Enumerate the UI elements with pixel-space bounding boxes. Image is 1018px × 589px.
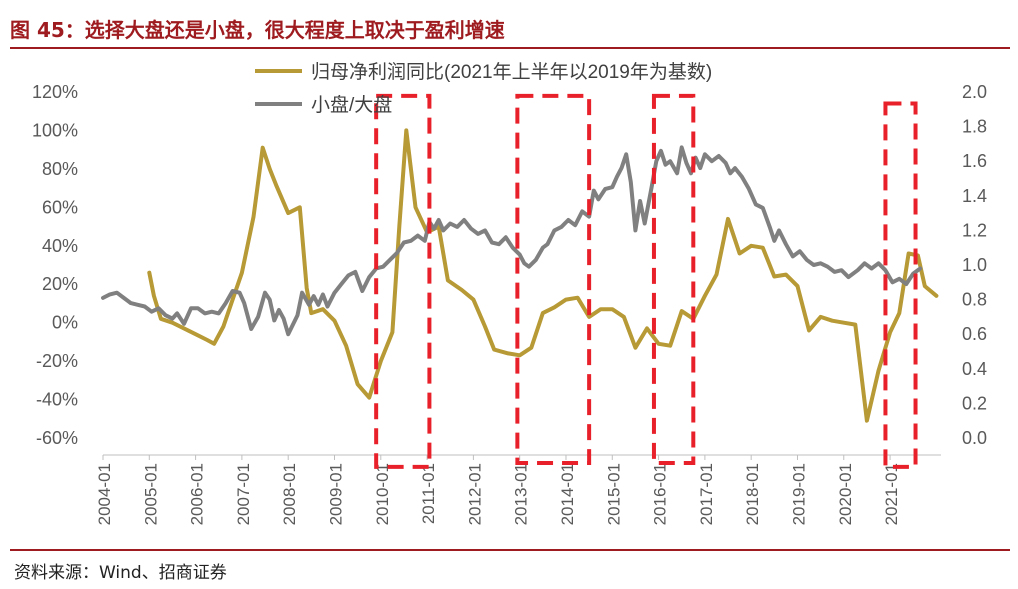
x-tick-label: 2013-01	[512, 463, 531, 525]
x-tick-label: 2016-01	[651, 463, 670, 525]
y-right-tick-label: 0.4	[962, 359, 987, 379]
y-left-tick-label: 120%	[32, 82, 78, 102]
x-tick-label: 2015-01	[604, 463, 623, 525]
figure-title: 图 45：选择大盘还是小盘，很大程度上取决于盈利增速	[10, 18, 505, 42]
x-tick-label: 2020-01	[836, 463, 855, 525]
y-right-tick-label: 1.2	[962, 220, 987, 240]
bottom-rule	[10, 549, 1010, 551]
x-tick-label: 2006-01	[188, 463, 207, 525]
y-right-tick-label: 2.0	[962, 82, 987, 102]
legend-label: 归母净利润同比(2021年上半年以2019年为基数)	[311, 61, 712, 83]
y-right-tick-label: 0.6	[962, 324, 987, 344]
x-tick-label: 2021-01	[882, 463, 901, 525]
highlight-box	[883, 101, 918, 469]
y-left-tick-label: 40%	[42, 236, 78, 256]
y-left-tick-label: 80%	[42, 159, 78, 179]
y-right-tick-label: 1.6	[962, 151, 987, 171]
x-tick-label: 2010-01	[373, 463, 392, 525]
y-left-tick-label: 60%	[42, 197, 78, 217]
y-right-tick-label: 1.8	[962, 117, 987, 137]
y-left-tick-label: -40%	[36, 390, 78, 410]
y-right-tick-label: 0.2	[962, 393, 987, 413]
highlight-box	[374, 93, 432, 469]
y-left-tick-label: 20%	[42, 274, 78, 294]
x-tick-label: 2011-01	[419, 463, 438, 524]
highlight-box	[515, 93, 592, 465]
source-note: 资料来源：Wind、招商证券	[14, 563, 227, 583]
x-tick-label: 2017-01	[697, 463, 716, 525]
title-rule	[10, 47, 1010, 49]
x-tick-label: 2009-01	[326, 463, 345, 525]
y-right-tick-label: 0.0	[962, 428, 987, 448]
y-left-tick-label: 100%	[32, 120, 78, 140]
x-tick-label: 2008-01	[280, 463, 299, 525]
x-tick-label: 2012-01	[465, 463, 484, 525]
small-large-ratio-line	[101, 145, 923, 337]
x-tick-label: 2007-01	[234, 463, 253, 525]
highlight-box	[651, 93, 696, 465]
x-tick-label: 2018-01	[743, 463, 762, 525]
y-right-tick-label: 0.8	[962, 290, 987, 310]
y-left-tick-label: -20%	[36, 351, 78, 371]
legend-label: 小盘/大盘	[311, 94, 392, 116]
chart-canvas: 120% 100% 80% 60% 40% 20% 0% -20% -40% -60% 2.0 1.8…	[32, 61, 987, 525]
y-right-tick-label: 1.0	[962, 255, 987, 275]
x-tick-label: 2004-01	[95, 463, 114, 525]
x-tick-label: 2019-01	[789, 463, 808, 525]
x-tick-label: 2014-01	[558, 463, 577, 525]
x-tick-label: 2005-01	[141, 463, 160, 525]
y-left-tick-label: -60%	[36, 428, 78, 448]
y-left-tick-label: 0%	[52, 313, 78, 333]
profit-growth-line	[147, 128, 939, 423]
y-right-tick-label: 1.4	[962, 186, 987, 206]
